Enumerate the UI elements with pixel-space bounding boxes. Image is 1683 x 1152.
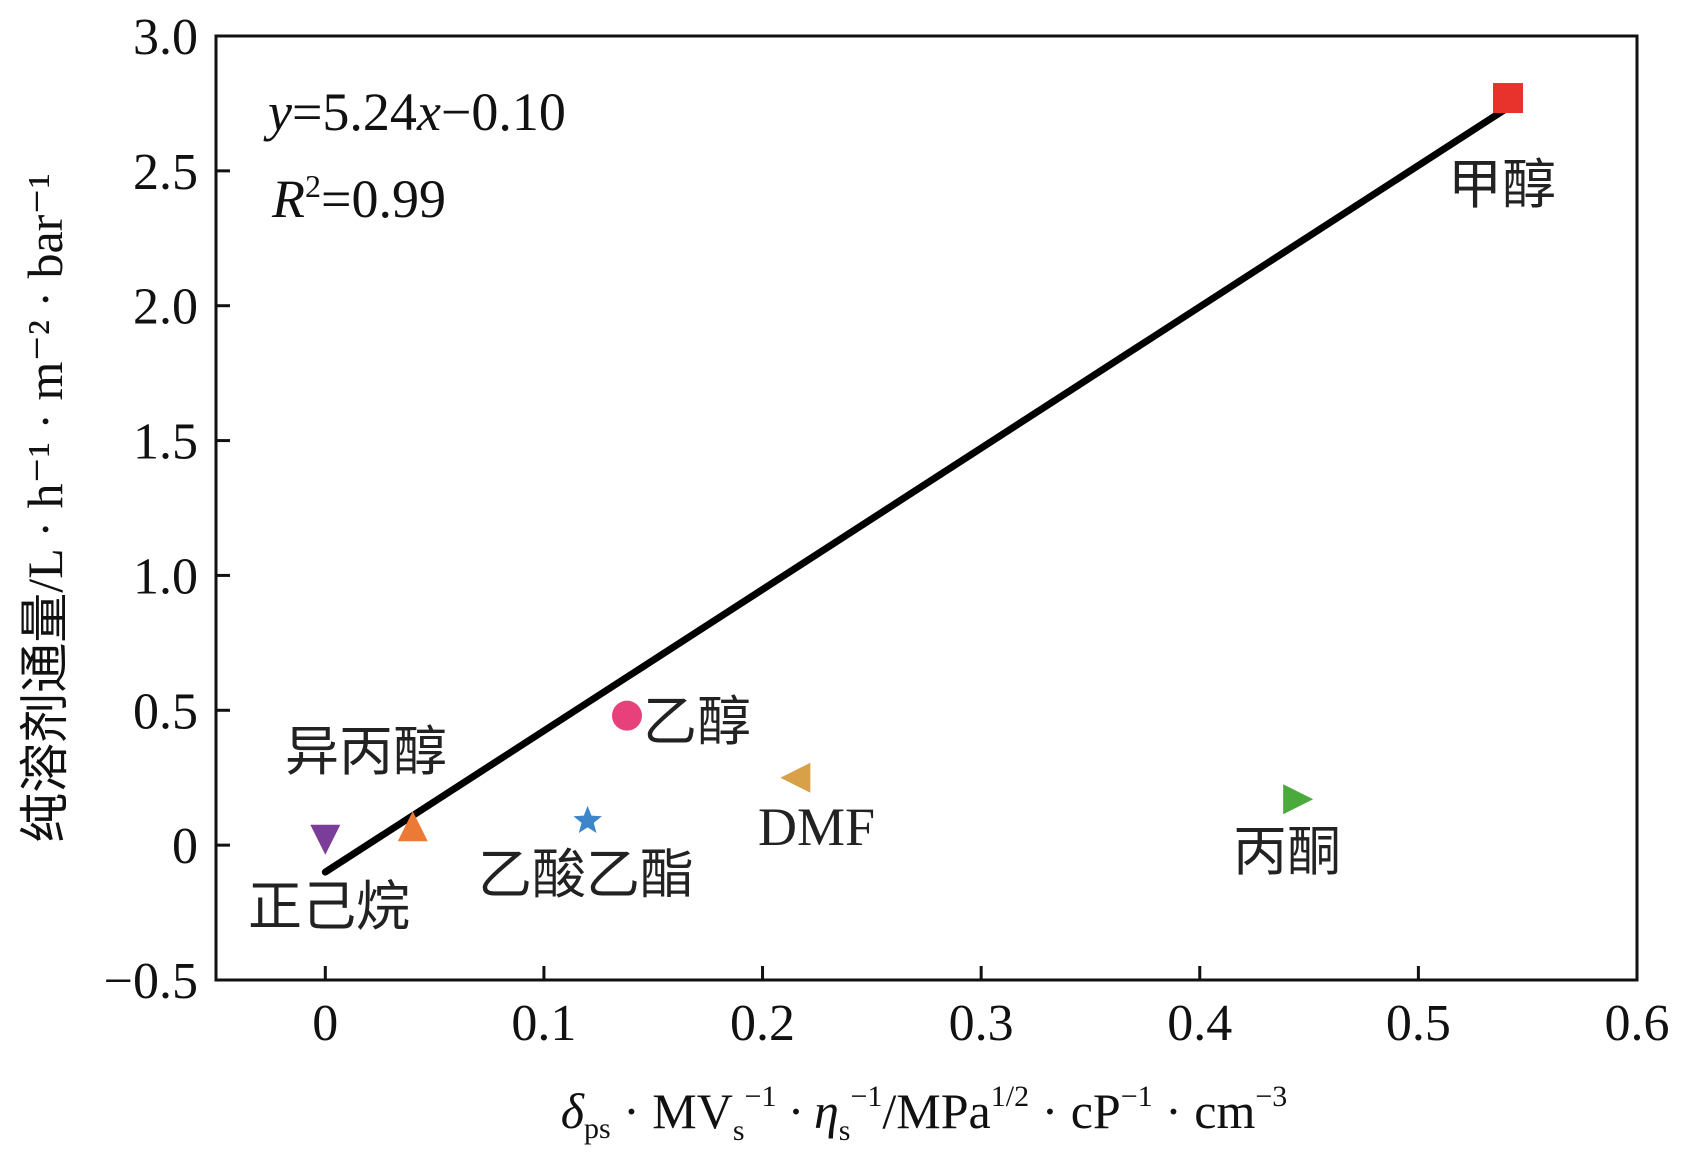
x-tick-label: 0.5 — [1386, 995, 1451, 1052]
y-tick-label: 1.5 — [133, 414, 198, 471]
x-axis-title: δps · MVs−1 · ηs−1/MPa1/2 · cP−1 · cm−3 — [561, 1080, 1288, 1147]
point-star — [573, 805, 602, 833]
x-tick-label: 0.3 — [949, 995, 1014, 1052]
plot-frame — [214, 34, 1639, 982]
y-tick-label: 2.5 — [133, 144, 198, 201]
x-tick-label: 0.6 — [1605, 995, 1670, 1052]
regression-equation: y=5.24x−0.10 — [263, 82, 566, 142]
x-tick-label: 0.4 — [1167, 995, 1232, 1052]
label-ethanol: 乙醇 — [643, 690, 751, 753]
x-axis-ticks: 0 0.1 0.2 0.3 0.4 0.5 0.6 — [312, 966, 1670, 1052]
point-triangle-right — [1283, 784, 1314, 815]
y-tick-label: −0.5 — [104, 953, 198, 1010]
r-squared: R2=0.99 — [271, 168, 446, 229]
y-tick-label: 0.5 — [133, 683, 198, 740]
label-hexane: 正己烷 — [248, 875, 410, 938]
y-tick-label: 0 — [172, 818, 198, 875]
point-triangle-up — [397, 811, 428, 842]
y-tick-label: 3.0 — [133, 9, 198, 66]
label-isopropanol: 异丙醇 — [285, 720, 447, 783]
label-methanol: 甲醇 — [1448, 153, 1556, 216]
y-axis-title: 纯溶剂通量/L · h⁻¹ · m⁻² · bar⁻¹ — [17, 173, 73, 842]
x-tick-label: 0 — [312, 995, 338, 1052]
fit-line — [321, 105, 1510, 876]
point-square — [1493, 83, 1524, 114]
point-triangle-down — [310, 824, 341, 855]
y-axis-ticks: −0.5 0 0.5 1.0 1.5 2.0 2.5 3.0 — [104, 9, 230, 1010]
point-circle — [611, 700, 642, 731]
x-tick-label: 0.1 — [511, 995, 576, 1052]
y-tick-label: 1.0 — [133, 548, 198, 605]
x-tick-label: 0.2 — [730, 995, 795, 1052]
label-ethyl-acetate: 乙酸乙酯 — [478, 843, 694, 906]
label-acetone: 丙酮 — [1233, 820, 1341, 883]
label-dmf: DMF — [758, 797, 875, 857]
data-points — [310, 83, 1524, 855]
y-tick-label: 2.0 — [133, 279, 198, 336]
point-triangle-left — [780, 762, 811, 793]
